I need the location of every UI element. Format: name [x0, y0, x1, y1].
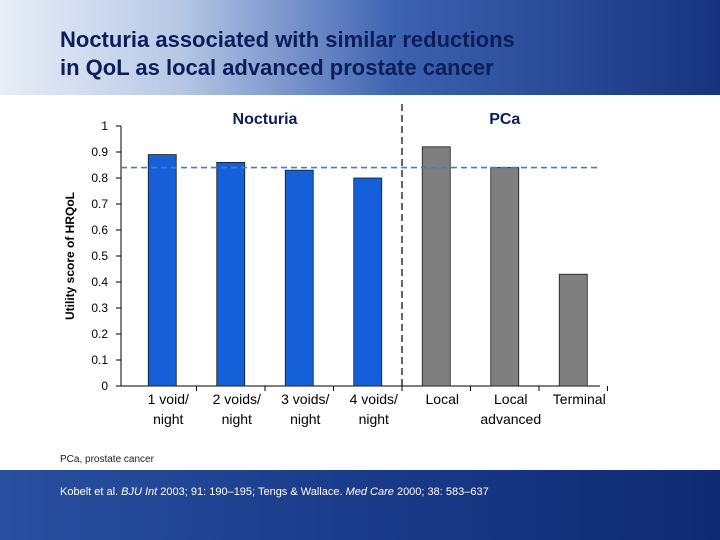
category-label: Local — [426, 391, 459, 407]
y-tick-label: 0.3 — [91, 301, 108, 315]
y-tick-label: 0.5 — [91, 249, 108, 263]
category-label: 1 void/ — [148, 391, 189, 407]
header-band — [0, 0, 720, 95]
y-tick-label: 0.8 — [91, 171, 108, 185]
ref-part-1: Kobelt et al. — [60, 486, 122, 498]
category-label: 3 voids/ — [281, 391, 329, 407]
group-label: PCa — [489, 111, 520, 128]
ref-part-2: 2003; 91: 190–195; Tengs & Wallace. — [157, 486, 346, 498]
y-axis-label: Utility score of HRQoL — [63, 192, 77, 320]
y-tick-label: 0.2 — [91, 327, 108, 341]
y-tick-label: 0 — [101, 379, 108, 393]
y-tick-label: 0.7 — [91, 197, 108, 211]
bar — [490, 167, 520, 387]
title-line-1: Nocturia associated with similar reducti… — [60, 27, 515, 52]
bar — [421, 146, 451, 387]
bar-chart: 0 0.1 0.2 0.3 0.4 0.5 0.6 0.7 0.8 0.9 1 Utility sco… — [63, 104, 608, 427]
ref-journal-1: BJU Int — [121, 486, 158, 498]
footer-band — [0, 470, 720, 540]
y-tick-label: 0.6 — [91, 223, 108, 237]
bar — [284, 169, 314, 387]
category-label: advanced — [480, 411, 541, 427]
reference-text: Kobelt et al. BJU Int 2003; 91: 190–195;… — [60, 486, 489, 498]
y-tick-label: 1 — [101, 119, 108, 133]
group-label: Nocturia — [233, 111, 298, 128]
category-label: night — [290, 411, 320, 427]
category-label: Local — [494, 391, 527, 407]
y-tick-label: 0.1 — [91, 353, 108, 367]
bar — [558, 273, 588, 387]
y-tick-label: 0.9 — [91, 145, 108, 159]
bar — [353, 177, 383, 387]
y-tick-label: 0.4 — [91, 275, 108, 289]
slide-title: Nocturia associated with similar reducti… — [60, 26, 680, 82]
category-label: 2 voids/ — [213, 391, 261, 407]
category-label: night — [359, 411, 389, 427]
category-label: 4 voids/ — [350, 391, 398, 407]
title-line-2: in QoL as local advanced prostate cancer — [60, 55, 494, 80]
ref-part-3: 2000; 38: 583–637 — [393, 486, 489, 498]
bar — [216, 161, 246, 387]
category-label: night — [222, 411, 252, 427]
abbreviation-note: PCa, prostate cancer — [60, 454, 154, 465]
category-label: night — [153, 411, 183, 427]
ref-journal-2: Med Care — [345, 486, 394, 498]
category-label: Terminal — [553, 391, 606, 407]
bar — [147, 154, 177, 387]
